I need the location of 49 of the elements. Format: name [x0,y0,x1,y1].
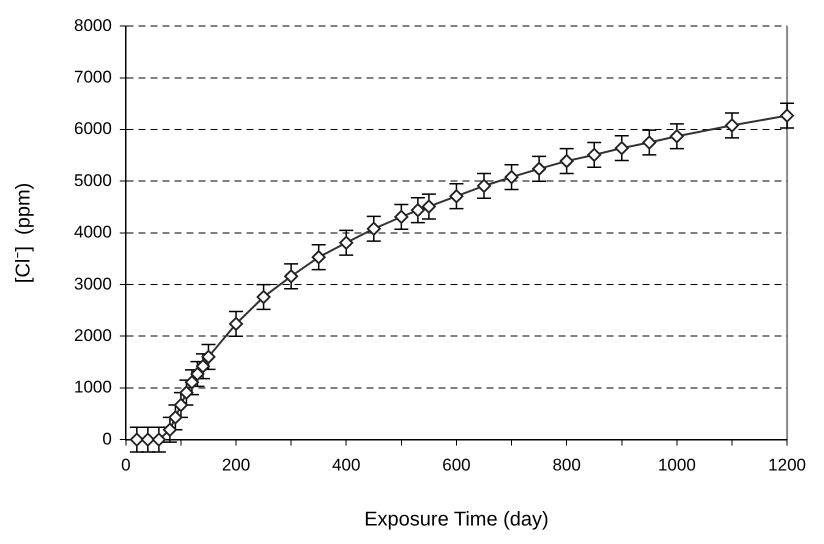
x-tick-label: 800 [552,455,581,474]
y-tick-label: 8000 [74,16,112,35]
x-tick-label: 1200 [768,455,806,474]
x-axis-title: Exposure Time (day) [364,508,549,531]
point [587,148,602,162]
y-axis-title: [Cl⁻] (ppm) [12,182,35,284]
point [174,398,188,412]
x-tick-label: 600 [442,455,471,474]
point [202,350,216,364]
y-tick-label: 0 [102,429,112,448]
x-tick-label: 400 [332,455,360,474]
point [152,432,166,446]
point [394,210,408,224]
point [560,154,574,168]
y-tick-label: 6000 [74,119,112,138]
point [450,189,464,204]
y-tick-label: 2000 [74,326,112,345]
x-tick-label: 1000 [658,455,696,474]
x-tick-label: 0 [121,455,131,474]
point [256,290,270,304]
point [780,108,794,122]
point [312,250,326,264]
y-tick-label: 3000 [74,274,112,294]
point [477,178,491,193]
point [410,203,425,218]
point [163,422,177,437]
point [504,170,518,184]
point [725,118,739,132]
point [670,129,684,144]
point [422,200,436,214]
point [130,432,144,446]
point [532,162,546,176]
y-tick-label: 4000 [74,222,112,242]
point [180,386,194,400]
point [339,236,354,250]
y-tick-label: 1000 [74,378,112,397]
point [190,367,204,381]
point [642,136,656,150]
point [168,410,182,424]
point [366,222,381,236]
point [140,432,155,446]
x-tick-label: 200 [222,455,250,474]
y-tick-label: 5000 [74,170,112,190]
point [614,141,629,156]
point [284,269,298,284]
point [196,359,210,374]
point [229,316,243,331]
point [185,375,199,390]
y-tick-label: 7000 [74,68,112,87]
